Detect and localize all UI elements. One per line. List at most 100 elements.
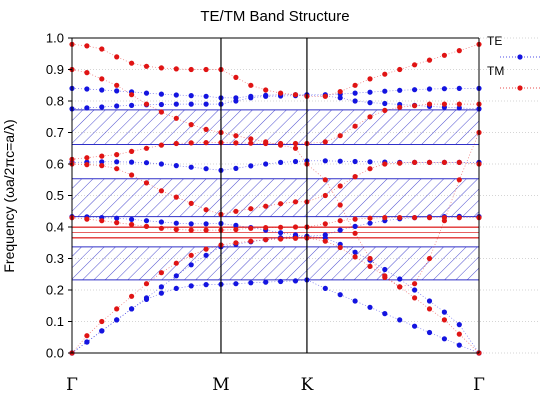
tm-point [292, 140, 299, 147]
te-point [441, 86, 447, 92]
te-point [173, 101, 179, 107]
tm-point [203, 207, 209, 213]
tm-point [248, 225, 254, 231]
tm-point [352, 82, 358, 88]
tm-point [292, 199, 299, 205]
tm-point [203, 126, 209, 132]
tm-point [412, 295, 418, 301]
te-point [412, 323, 418, 329]
tm-point [233, 133, 239, 139]
te-point [233, 281, 239, 287]
te-point [188, 93, 194, 99]
tm-point [367, 76, 373, 82]
te-point [322, 232, 328, 238]
tm-point [84, 155, 90, 161]
tm-point [129, 148, 135, 154]
tm-point [397, 66, 403, 73]
te-point [367, 220, 373, 226]
tm-point [426, 57, 433, 63]
te-point [203, 166, 209, 172]
x-tick-label: M [212, 375, 229, 395]
tm-point [158, 270, 164, 276]
tm-point [158, 225, 164, 231]
tm-point [173, 66, 179, 72]
band-gap-te [72, 178, 479, 217]
tm-point [382, 161, 388, 167]
tm-point [233, 240, 239, 246]
tm-point [382, 107, 388, 113]
tm-point [158, 65, 164, 71]
tm-point [412, 103, 418, 109]
y-tick-label: 0.1 [46, 314, 64, 329]
te-point [233, 95, 239, 101]
te-point [173, 92, 179, 98]
band-gap-te [72, 246, 479, 280]
tm-point [441, 159, 447, 165]
te-point [456, 85, 462, 91]
tm-point [129, 92, 135, 98]
tm-point [322, 221, 328, 227]
tm-point [143, 101, 150, 107]
te-point [426, 86, 433, 92]
tm-point [292, 235, 299, 241]
band-gap-tm [72, 227, 479, 239]
te-point [129, 159, 135, 165]
te-point [188, 221, 194, 227]
tm-point [173, 140, 179, 147]
te-point [114, 88, 120, 94]
te-point [367, 304, 373, 310]
te-point [426, 329, 433, 336]
y-axis-label: Frequency (ωa/2πc=a/λ) [1, 119, 17, 272]
tm-point [99, 46, 105, 52]
tm-point [292, 145, 299, 151]
y-tick-label: 0.0 [46, 346, 64, 361]
tm-point [367, 114, 373, 120]
tm-point [337, 202, 343, 208]
te-point [412, 87, 418, 93]
tm-point [129, 172, 135, 178]
te-point [382, 100, 388, 107]
tm-point [84, 216, 90, 222]
te-point [382, 88, 388, 94]
te-point [248, 163, 254, 169]
y-tick-labels: 0.0 0.1 0.2 0.3 0.4 0.5 0.6 0.7 0.8 0.9 1.0 [46, 31, 72, 361]
tm-point [426, 306, 433, 312]
te-point [203, 93, 209, 99]
tm-point [114, 54, 120, 60]
te-point [292, 158, 299, 165]
te-point [248, 280, 254, 286]
te-point [456, 322, 462, 328]
tm-band-line [71, 69, 480, 288]
te-point [188, 164, 194, 170]
te-band-line [71, 160, 479, 171]
te-point [352, 98, 358, 104]
tm-point [99, 163, 105, 169]
y-tick-label: 0.2 [46, 283, 64, 298]
tm-point [441, 218, 447, 224]
tm-point [129, 60, 135, 66]
tm-point [99, 218, 105, 224]
tm-point [456, 48, 462, 54]
tm-point [367, 255, 373, 262]
te-point [337, 227, 343, 233]
tm-point [441, 101, 447, 107]
x-tick-label: K [301, 375, 314, 395]
te-point [278, 230, 284, 236]
tm-point [84, 162, 90, 168]
te-band-line [71, 95, 480, 110]
te-point [278, 278, 284, 285]
te-point [337, 95, 343, 101]
y-tick-label: 0.8 [46, 94, 64, 109]
tm-point [143, 281, 150, 287]
te-point [337, 158, 343, 164]
te-point [352, 249, 358, 255]
tm-band-line [71, 162, 480, 215]
x-tick-label: Γ [473, 375, 485, 395]
tm-point [278, 224, 284, 230]
te-point [203, 101, 209, 107]
y-tick-label: 0.5 [46, 188, 64, 203]
y-tick-label: 0.6 [46, 157, 64, 172]
y-tick-label: 1.0 [46, 31, 64, 46]
tm-point [322, 93, 328, 99]
